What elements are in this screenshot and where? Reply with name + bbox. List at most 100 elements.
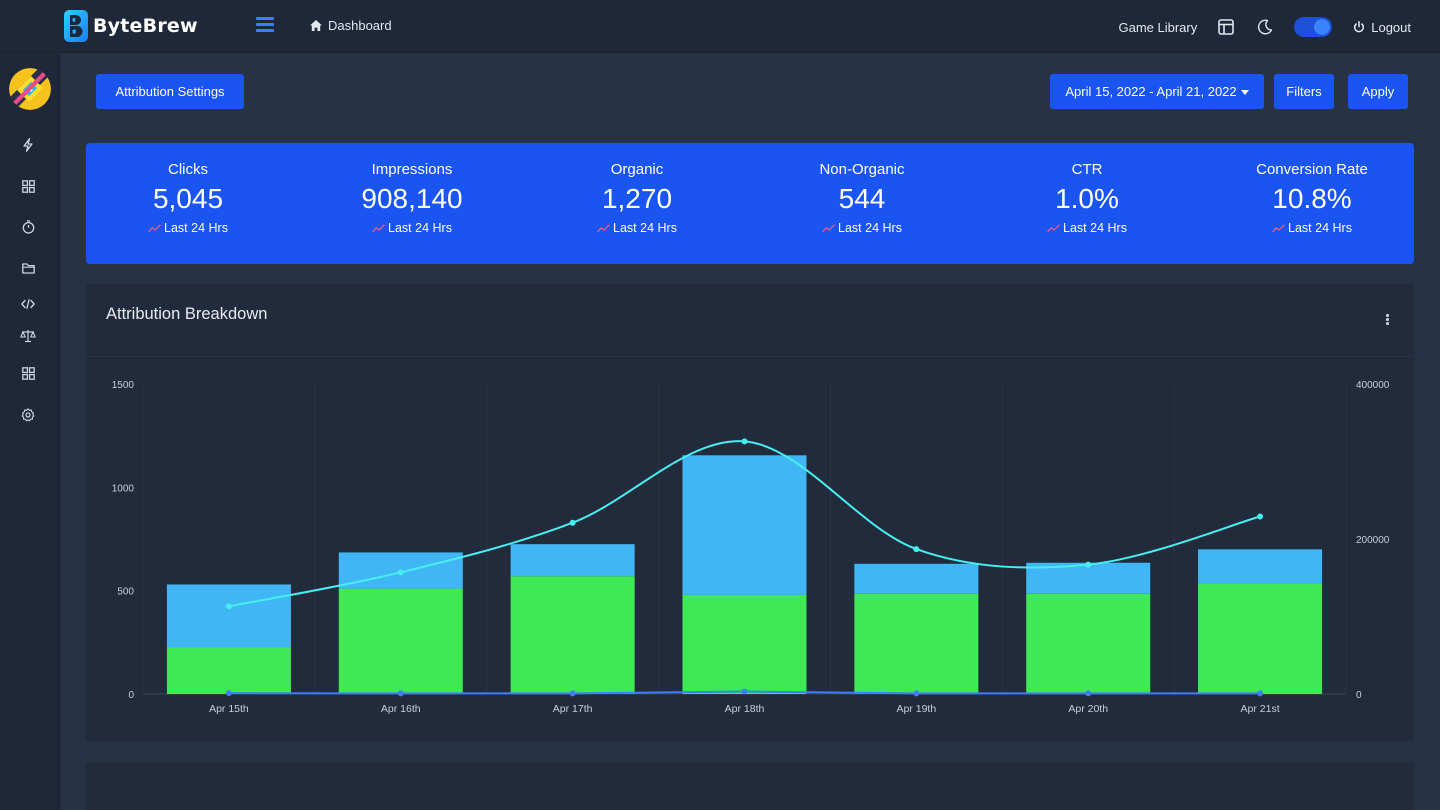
data-point [225,690,232,697]
bar [1026,593,1151,694]
data-point [1257,513,1264,520]
data-point [1085,690,1092,697]
apply-button[interactable]: Apply [1348,74,1408,109]
bolt-icon[interactable] [18,135,38,155]
toggle-knob [1314,19,1331,35]
y-right-tick-label: 0 [1356,690,1362,701]
y-right-tick-label: 200000 [1356,535,1390,546]
sidebar [0,53,60,810]
hamburger-line [256,17,274,20]
stat-sub: Last 24 Hrs [78,221,298,235]
grid-icon[interactable] [18,176,38,196]
stat-label: Clicks [168,161,208,178]
top-right-controls: Game Library Logout [1118,14,1411,40]
game-library-link[interactable]: Game Library [1118,19,1198,35]
data-point [225,603,232,610]
filters-label: Filters [1286,84,1322,99]
attribution-settings-button[interactable]: Attribution Settings [96,74,244,109]
stat-sub: Last 24 Hrs [977,221,1197,235]
bar [682,594,807,694]
stat-sub-label: Last 24 Hrs [388,221,452,235]
stat-value: 1,270 [601,183,673,214]
stat-clicks: Clicks 5,045 Last 24 Hrs [78,161,298,235]
data-point [913,546,920,553]
bar [166,647,291,694]
trend-up-icon [822,223,835,232]
moon-icon[interactable] [1255,17,1275,37]
x-tick-label: Apr 18th [725,703,765,715]
bar [510,576,635,694]
bar [166,584,291,648]
folder-icon[interactable] [18,258,38,278]
stat-value: 544 [838,183,886,214]
x-tick-label: Apr 17th [553,703,593,715]
data-point [913,690,920,697]
stats-panel: Clicks 5,045 Last 24 Hrs Impressions 908… [86,143,1414,264]
layout-icon[interactable] [1216,17,1236,37]
logout-button[interactable]: Logout [1353,20,1411,35]
app-name: ByteBrew [93,15,198,37]
x-tick-label: Apr 19th [897,703,937,715]
secondary-card [86,762,1414,810]
stat-sub: Last 24 Hrs [752,221,972,235]
stat-label: Impressions [371,161,453,178]
bytebrew-logo-icon [64,10,88,42]
stat-sub-label: Last 24 Hrs [838,221,902,235]
data-point [569,519,576,526]
breadcrumb[interactable]: Dashboard [310,18,392,33]
menu-toggle-button[interactable] [256,17,274,33]
stat-organic: Organic 1,270 Last 24 Hrs [527,161,747,235]
stat-sub-label: Last 24 Hrs [1063,221,1127,235]
stat-label: Conversion Rate [1256,161,1368,178]
stat-sub: Last 24 Hrs [527,221,747,235]
y-left-tick-label: 1500 [112,380,135,391]
stat-conversion-rate: Conversion Rate 10.8% Last 24 Hrs [1202,161,1422,235]
y-right-tick-label: 400000 [1356,380,1390,391]
breadcrumb-dashboard[interactable]: Dashboard [328,18,392,33]
stat-sub: Last 24 Hrs [302,221,522,235]
caret-down-icon [1240,90,1249,95]
filters-button[interactable]: Filters [1274,74,1334,109]
data-point [1085,561,1092,568]
more-options-icon[interactable] [1386,314,1390,326]
stat-impressions: Impressions 908,140 Last 24 Hrs [302,161,522,235]
data-point [1257,690,1264,697]
scale-icon[interactable] [18,326,38,346]
stat-sub: Last 24 Hrs [1202,221,1422,235]
power-icon [1354,21,1365,33]
stat-label: Non-Organic [819,161,905,178]
bar [338,588,463,694]
data-point [741,438,748,445]
stat-ctr: CTR 1.0% Last 24 Hrs [977,161,1197,235]
gear-icon[interactable] [18,405,38,425]
data-point [397,690,404,697]
app-logo[interactable]: ByteBrew [63,9,198,43]
grid-2-icon[interactable] [18,363,38,383]
top-navbar: ByteBrew Dashboard Game Library [0,0,1440,53]
data-point [397,569,404,576]
stat-sub-label: Last 24 Hrs [613,221,677,235]
bar [1198,583,1323,694]
x-tick-label: Apr 15th [209,703,249,715]
bar [854,563,979,594]
trend-up-icon [597,223,610,232]
game-avatar[interactable] [9,68,51,110]
stat-label: CTR [1071,161,1103,178]
bar [510,544,635,577]
attribution-breakdown-card: Attribution Breakdown 0 500 1000 1500 0 20000… [86,284,1414,741]
date-range-dropdown[interactable]: April 15, 2022 - April 21, 2022 [1050,74,1264,109]
hamburger-line [256,23,274,26]
theme-toggle[interactable] [1294,17,1333,37]
stat-label: Organic [610,161,664,178]
y-left-tick-label: 0 [128,690,134,701]
code-icon[interactable] [18,294,38,314]
attribution-chart: 0 500 1000 1500 0 200000 400000 Apr 15th Apr 16t… [112,380,1390,715]
stat-sub-label: Last 24 Hrs [1288,221,1352,235]
y-left-tick-label: 1000 [112,483,135,494]
data-point [569,690,576,697]
stat-value: 1.0% [1055,183,1119,214]
card-title: Attribution Breakdown [106,305,268,323]
hamburger-line [256,29,274,32]
stopwatch-icon[interactable] [18,217,38,237]
stat-value: 5,045 [152,183,224,214]
